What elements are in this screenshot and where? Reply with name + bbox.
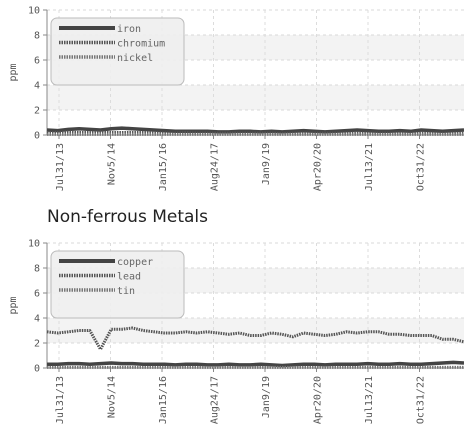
nonferrous-ytick-label: 4: [34, 314, 40, 325]
ferrous-xtick-label: Oct31/22: [416, 143, 427, 191]
ferrous-xtick-label: Jan9/19: [261, 143, 272, 185]
ferrous-legend-box: [50, 17, 185, 86]
non-ferrous-metals-chart: 0 2 4 6 8 10 Jul31/13 Nov5/14 Jan15/16 Aug24/17 Ja…: [8, 239, 464, 424]
nonferrous-ytick-label: 2: [34, 339, 40, 350]
nonferrous-series-lead: [46, 326, 464, 351]
nonferrous-legend-label-lead: lead: [117, 272, 141, 283]
ferrous-band: [47, 85, 464, 110]
nonferrous-xtick-label: Jul31/13: [55, 376, 66, 424]
ferrous-ytick-label: 8: [34, 31, 40, 42]
ferrous-xtick-label: Apr20/20: [313, 143, 324, 191]
ferrous-legend-label-iron: iron: [117, 24, 141, 35]
nonferrous-xtick-label: Jan9/19: [261, 376, 272, 418]
ferrous-xtick-label: Nov5/14: [107, 143, 118, 185]
nonferrous-ytick-label: 8: [34, 264, 40, 275]
ferrous-ytick-label: 4: [34, 81, 40, 92]
ferrous-ytick-label: 10: [28, 6, 40, 17]
ferrous-ylabel: ppm: [8, 63, 19, 81]
nonferrous-legend-label-copper: copper: [117, 257, 153, 268]
ferrous-ytick-label: 6: [34, 56, 40, 67]
nonferrous-ylabel: ppm: [8, 296, 19, 314]
nonferrous-xtick-label: Oct31/22: [416, 376, 427, 424]
ferrous-xtick-label: Jul13/21: [364, 143, 375, 191]
nonferrous-series-copper: [47, 360, 464, 368]
nonferrous-ytick-label: 10: [28, 239, 40, 250]
ferrous-ytick-label: 2: [34, 106, 40, 117]
ferrous-xtick-label: Jan15/16: [158, 143, 169, 191]
nonferrous-legend-box: [50, 250, 185, 319]
nonferrous-ytick-label: 0: [34, 364, 40, 375]
nonferrous-xtick-label: Apr20/20: [313, 376, 324, 424]
section-title: Non-ferrous Metals: [47, 207, 209, 227]
nonferrous-xtick-label: Nov5/14: [107, 376, 118, 418]
ferrous-legend-label-nickel: nickel: [117, 53, 153, 64]
nonferrous-legend-label-tin: tin: [117, 286, 135, 297]
nonferrous-xtick-label: Jan15/16: [158, 376, 169, 424]
ferrous-metals-chart: 0 2 4 6 8 10 Jul31/13 Nov5/14 Jan15/16 Aug24/17 Ja…: [8, 6, 464, 191]
nonferrous-ytick-label: 6: [34, 289, 40, 300]
ferrous-xtick-label: Jul31/13: [55, 143, 66, 191]
ferrous-legend-label-chromium: chromium: [117, 39, 165, 50]
nonferrous-xtick-label: Aug24/17: [210, 376, 221, 424]
nonferrous-xtick-label: Jul13/21: [364, 376, 375, 424]
ferrous-xtick-label: Aug24/17: [210, 143, 221, 191]
ferrous-ytick-label: 0: [34, 131, 40, 142]
